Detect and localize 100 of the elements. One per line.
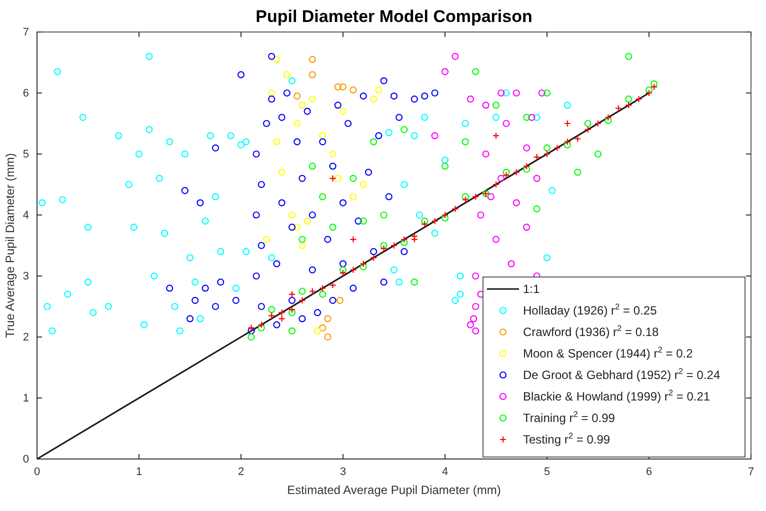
point <box>329 224 336 231</box>
point <box>543 150 551 158</box>
point <box>58 196 66 204</box>
point <box>252 150 260 158</box>
point <box>410 236 418 243</box>
point <box>456 272 464 280</box>
point <box>441 211 449 219</box>
point <box>324 333 332 341</box>
point <box>477 211 484 219</box>
point <box>339 199 347 206</box>
point <box>584 120 592 128</box>
point <box>283 71 290 78</box>
point <box>329 296 336 304</box>
point <box>237 71 245 78</box>
point <box>294 138 301 146</box>
point <box>288 211 296 219</box>
point <box>400 248 408 256</box>
point <box>416 211 424 219</box>
point <box>543 144 551 152</box>
point <box>385 129 392 136</box>
legend-label: Crawford (1936) r$^{2}$ = 0.18 <box>523 323 660 339</box>
point <box>212 144 220 152</box>
point <box>329 174 336 182</box>
point <box>336 296 344 304</box>
point <box>252 272 260 280</box>
point <box>533 114 540 121</box>
point <box>273 260 280 268</box>
point <box>232 284 240 292</box>
point <box>227 132 234 140</box>
point <box>334 83 342 90</box>
point <box>441 214 449 222</box>
y-tick-label: 5 <box>22 148 29 161</box>
x-tick-label: 6 <box>646 466 652 478</box>
point <box>512 199 520 206</box>
point <box>212 302 220 310</box>
point <box>431 132 438 140</box>
point <box>304 108 311 115</box>
point <box>237 141 245 148</box>
point <box>396 114 403 121</box>
point <box>186 254 194 262</box>
point <box>202 284 209 292</box>
point <box>308 266 316 274</box>
x-tick-label: 1 <box>136 466 142 478</box>
point <box>466 321 474 328</box>
point <box>456 290 464 298</box>
point <box>319 290 326 298</box>
point <box>492 180 500 188</box>
point <box>543 254 551 262</box>
point <box>308 96 316 103</box>
point <box>304 218 311 225</box>
point <box>248 327 255 334</box>
point <box>364 168 372 176</box>
point <box>385 193 392 200</box>
point <box>523 166 530 173</box>
point <box>196 199 204 206</box>
point <box>370 254 378 262</box>
point <box>492 102 500 109</box>
point <box>308 288 316 295</box>
chart-title: Pupil Diameter Model Comparison <box>256 7 532 26</box>
point <box>472 302 480 310</box>
point <box>400 126 408 134</box>
point <box>360 260 367 268</box>
point <box>308 162 316 170</box>
point <box>441 156 449 164</box>
point <box>625 102 632 109</box>
point <box>217 278 224 286</box>
point <box>273 321 280 328</box>
point <box>380 278 388 286</box>
point <box>604 114 612 121</box>
point <box>298 102 306 109</box>
point <box>64 290 72 298</box>
x-tick-label: 7 <box>748 466 754 478</box>
point <box>268 254 276 262</box>
point <box>44 302 51 310</box>
point <box>268 52 276 60</box>
point <box>258 242 265 250</box>
point <box>268 312 276 320</box>
point <box>258 321 265 328</box>
point <box>441 162 449 170</box>
point <box>594 120 602 128</box>
point <box>79 114 86 121</box>
x-tick-label: 0 <box>34 466 40 478</box>
point <box>470 315 478 322</box>
point <box>360 263 367 270</box>
point <box>90 309 97 316</box>
point <box>135 150 143 158</box>
point <box>54 68 61 76</box>
y-tick-label: 3 <box>22 270 29 283</box>
point <box>181 150 188 158</box>
x-axis-title: Estimated Average Pupil Diameter (mm) <box>287 483 501 497</box>
point <box>614 104 622 112</box>
point <box>288 290 296 298</box>
point <box>232 296 240 304</box>
point <box>370 96 378 103</box>
point <box>410 96 418 103</box>
point <box>350 86 357 94</box>
point <box>487 193 494 200</box>
point <box>502 120 510 128</box>
point <box>242 138 250 146</box>
point <box>482 102 490 109</box>
